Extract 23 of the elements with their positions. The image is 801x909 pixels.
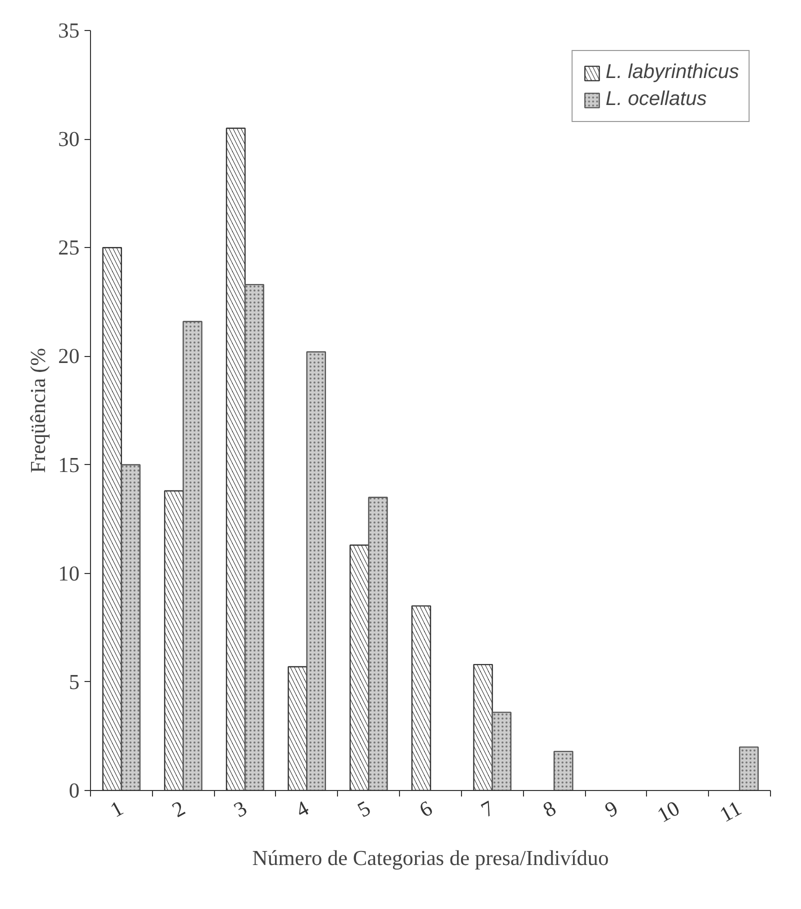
x-tick-label: 5 bbox=[354, 796, 374, 822]
x-tick-label: 10 bbox=[653, 796, 684, 828]
x-tick-label: 7 bbox=[477, 796, 498, 822]
legend-label: L. ocellatus bbox=[606, 88, 707, 111]
x-axis-title: Número de Categorias de presa/Indivíduo bbox=[252, 846, 609, 870]
y-tick-label: 0 bbox=[68, 778, 80, 802]
y-tick-label: 25 bbox=[58, 236, 80, 260]
y-axis-title: Freqüência (% bbox=[26, 348, 50, 473]
x-tick-label: 9 bbox=[600, 796, 622, 822]
x-tick-label: 1 bbox=[106, 796, 128, 822]
x-tick-label: 4 bbox=[292, 796, 313, 822]
y-tick-label: 20 bbox=[58, 344, 80, 368]
y-tick-label: 35 bbox=[58, 18, 80, 42]
y-tick-label: 10 bbox=[58, 561, 80, 586]
y-tick-label: 15 bbox=[58, 452, 80, 477]
y-tick-label: 30 bbox=[58, 127, 80, 152]
x-tick-label: 11 bbox=[716, 796, 746, 827]
x-tick-label: 8 bbox=[539, 796, 560, 822]
x-tick-label: 6 bbox=[415, 796, 437, 822]
x-tick-label: 3 bbox=[230, 796, 251, 822]
x-tick-label: 2 bbox=[168, 796, 189, 822]
legend-label: L. labyrinthicus bbox=[606, 61, 739, 84]
y-tick-label: 5 bbox=[68, 670, 80, 694]
